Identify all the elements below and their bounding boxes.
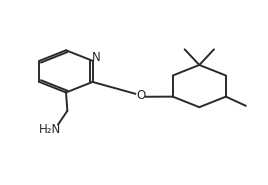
Text: H₂N: H₂N bbox=[39, 123, 61, 136]
Text: N: N bbox=[91, 51, 100, 64]
Text: O: O bbox=[136, 89, 145, 102]
